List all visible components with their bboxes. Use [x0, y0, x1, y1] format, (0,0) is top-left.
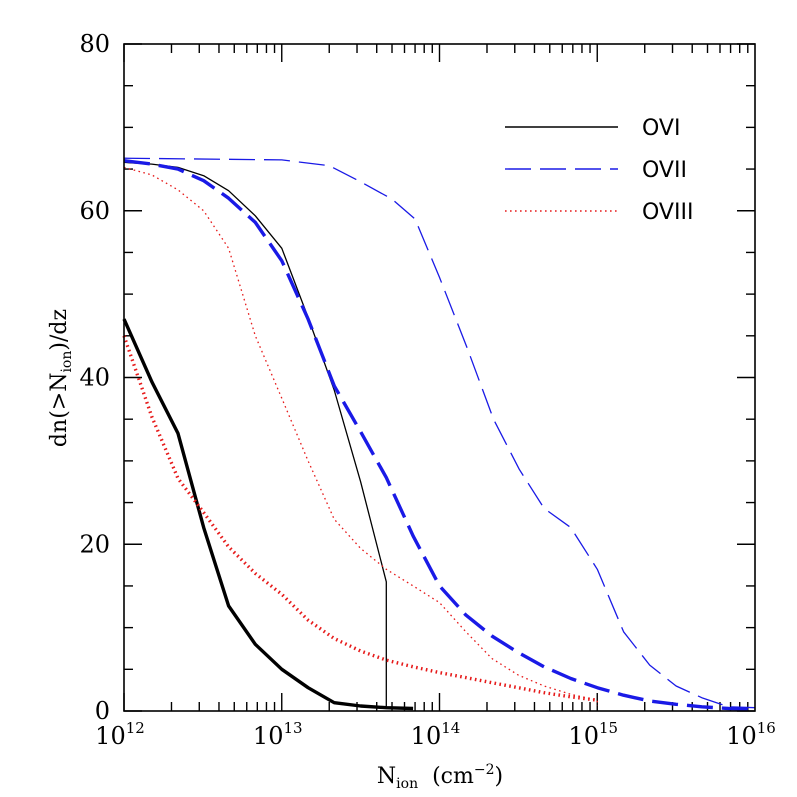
series-line-dashed-thick	[123, 159, 756, 711]
series-line-ovii	[123, 157, 756, 709]
x-tick-label: 1013	[253, 719, 303, 750]
legend: OVI OVII OVIII	[505, 116, 693, 225]
legend-label-ovii: OVII	[642, 158, 687, 183]
series-line-oviii	[123, 166, 598, 706]
x-tick-label: 1012	[95, 719, 145, 750]
tick-labels-layer: 1012 1013 1014 1015 1016 0 20 40 60 80	[79, 30, 775, 750]
x-axis-label: Nion (cm−2)	[377, 762, 503, 792]
legend-label-oviii: OVIII	[642, 200, 693, 225]
legend-label-ovi: OVI	[642, 116, 680, 141]
x-tick-label: 1015	[568, 719, 618, 750]
series-layer	[122, 157, 756, 711]
series-line-solid-thick	[122, 318, 414, 711]
plot-frame	[123, 43, 756, 712]
y-axis-label: dn(>Nion)/dz	[47, 309, 75, 447]
x-tick-label: 1014	[411, 719, 461, 750]
y-tick-label: 60	[79, 197, 110, 225]
series-line-dotted-thick	[122, 335, 598, 702]
x-tick-label: 1016	[726, 719, 776, 750]
y-tick-label: 0	[95, 697, 110, 725]
y-tick-label: 20	[79, 530, 110, 558]
y-tick-label: 80	[79, 30, 110, 58]
series-line-ovi	[123, 161, 387, 708]
ticks-layer	[123, 43, 755, 712]
y-tick-label: 40	[79, 364, 110, 392]
